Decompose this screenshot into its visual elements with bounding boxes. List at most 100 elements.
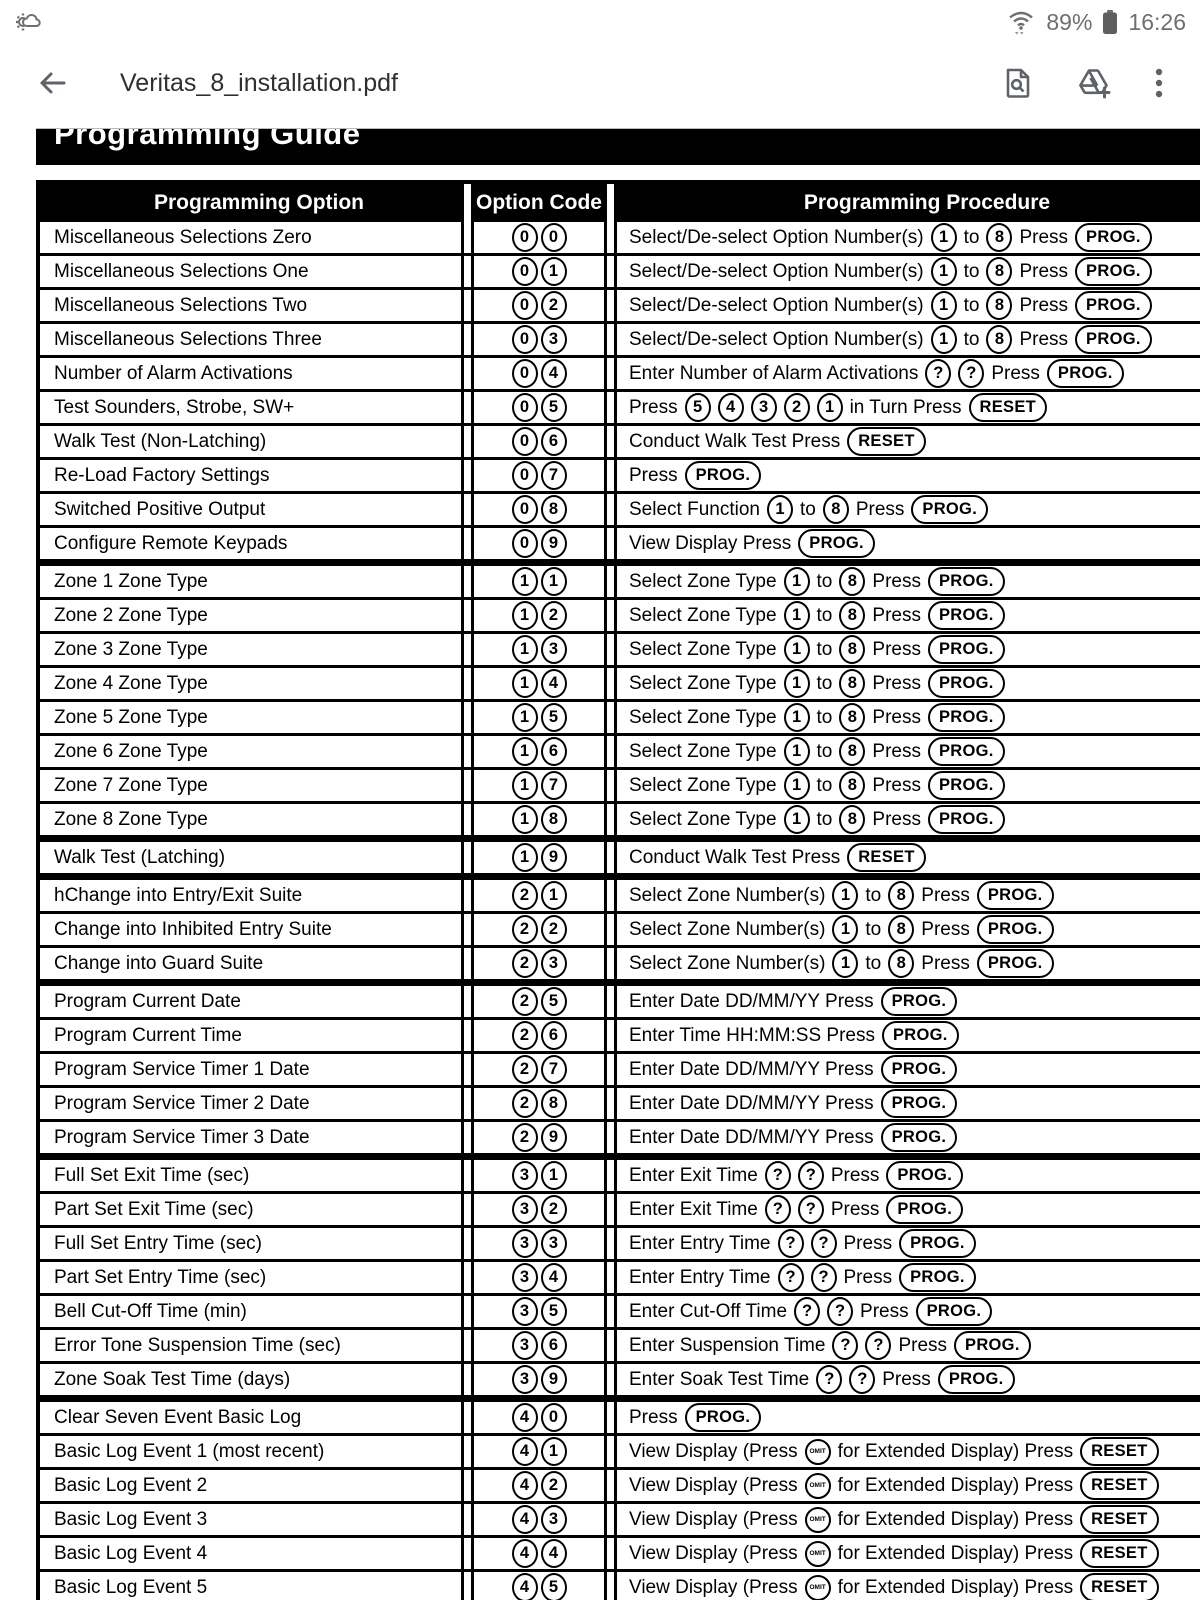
- keypad-key: 1: [783, 601, 810, 630]
- procedure: Enter Date DD/MM/YY Press PROG.: [614, 986, 1200, 1017]
- code-key: 4: [540, 669, 567, 698]
- procedure-text: Press: [629, 1406, 678, 1428]
- keypad-key: ?: [816, 1365, 843, 1394]
- overflow-menu-button[interactable]: [1146, 58, 1172, 108]
- procedure-text: View Display (Press: [629, 1440, 798, 1462]
- procedure-text: Select Zone Type: [629, 808, 777, 830]
- code-key: 1: [511, 669, 538, 698]
- code-key: 3: [511, 1195, 538, 1224]
- procedure-text: for Extended Display) Press: [837, 1542, 1074, 1564]
- prog-key: PROG.: [976, 949, 1054, 978]
- option-label: Program Service Timer 3 Date: [54, 1126, 310, 1148]
- procedure: Select Zone Type 1 to 8 Press PROG.: [614, 804, 1200, 835]
- procedure-text: Enter Cut-Off Time: [629, 1300, 788, 1322]
- procedure: View Display Press PROG.: [614, 528, 1200, 559]
- prog-key: PROG.: [886, 1195, 964, 1224]
- omit-key: OMIT: [804, 1540, 831, 1567]
- keypad-key: 1: [783, 737, 810, 766]
- status-bar: 89% 16:26: [0, 0, 1200, 44]
- procedure: Enter Exit Time?? Press PROG.: [614, 1194, 1200, 1225]
- procedure-text: Press: [872, 604, 921, 626]
- keypad-key: 1: [783, 567, 810, 596]
- add-to-drive-button[interactable]: [1068, 58, 1120, 108]
- procedure-text: Press: [872, 672, 921, 694]
- battery-percent: 89%: [1046, 8, 1093, 35]
- procedure: Select/De-select Option Number(s) 1 to 8 Pre…: [614, 290, 1200, 321]
- battery-icon: [1102, 9, 1118, 35]
- code-key: 0: [511, 427, 538, 456]
- keypad-key: 1: [930, 325, 957, 354]
- procedure-text: Select Zone Type: [629, 638, 777, 660]
- procedure-text: to: [865, 884, 882, 906]
- procedure: Enter Soak Test Time?? Press PROG.: [614, 1364, 1200, 1395]
- code-key: 3: [511, 1297, 538, 1326]
- code-key: 0: [511, 529, 538, 558]
- code-key: 2: [540, 291, 567, 320]
- procedure: Press PROG.: [614, 1402, 1200, 1433]
- procedure: Enter Exit Time?? Press PROG.: [614, 1160, 1200, 1191]
- procedure-text: Press: [1019, 328, 1069, 350]
- code-key: 5: [540, 1573, 567, 1600]
- code-key: 2: [540, 601, 567, 630]
- procedure-text: Enter Date DD/MM/YY Press: [629, 1092, 874, 1114]
- reset-key: RESET: [1080, 1539, 1159, 1568]
- find-in-document-button[interactable]: [994, 58, 1042, 108]
- code-key: 2: [511, 915, 538, 944]
- code-key: 2: [540, 915, 567, 944]
- procedure-text: Select/De-select Option Number(s): [629, 294, 924, 316]
- procedure-text: Enter Time HH:MM:SS Press: [629, 1024, 875, 1046]
- pdf-page-viewport[interactable]: Programming Guide Programming Option Opt…: [0, 122, 1200, 1600]
- code-key: 6: [540, 1021, 567, 1050]
- procedure-text: Select Zone Type: [629, 706, 777, 728]
- option-label: Program Current Time: [54, 1024, 242, 1046]
- code-key: 0: [511, 393, 538, 422]
- option-label: Configure Remote Keypads: [54, 532, 288, 554]
- prog-key: PROG.: [927, 601, 1005, 630]
- keypad-key: 8: [986, 325, 1013, 354]
- keypad-key: 1: [832, 915, 859, 944]
- prog-key: PROG.: [684, 1403, 762, 1432]
- procedure-text: Press: [629, 396, 678, 418]
- code-key: 5: [540, 1297, 567, 1326]
- code-key: 7: [540, 461, 567, 490]
- keypad-key: 8: [839, 771, 866, 800]
- procedure-text: Press: [898, 1334, 948, 1356]
- keypad-key: 1: [930, 223, 957, 252]
- procedure-text: Press: [860, 1300, 909, 1322]
- code-key: 2: [511, 1021, 538, 1050]
- procedure-text: Press: [830, 1164, 880, 1186]
- option-label: Part Set Entry Time (sec): [54, 1266, 267, 1288]
- code-key: 8: [540, 495, 567, 524]
- back-button[interactable]: [28, 58, 78, 108]
- procedure-text: to: [816, 570, 833, 592]
- procedure-text: for Extended Display) Press: [837, 1474, 1074, 1496]
- code-key: 5: [540, 393, 567, 422]
- option-label: Walk Test (Non-Latching): [54, 430, 267, 452]
- code-key: 2: [511, 987, 538, 1016]
- prog-key: PROG.: [882, 1021, 959, 1050]
- procedure-text: View Display (Press: [629, 1474, 798, 1496]
- code-key: 3: [511, 1331, 538, 1360]
- procedure-text: View Display (Press: [629, 1542, 798, 1564]
- procedure-text: to: [816, 672, 833, 694]
- procedure: Select Zone Type 1 to 8 Press PROG.: [614, 736, 1200, 767]
- code-key: 5: [540, 703, 567, 732]
- procedure-text: to: [816, 638, 833, 660]
- keypad-key: 1: [783, 703, 810, 732]
- prog-key: PROG.: [880, 987, 958, 1016]
- keypad-key: ?: [797, 1161, 824, 1190]
- prog-key: PROG.: [927, 635, 1005, 664]
- keypad-key: 5: [684, 393, 711, 422]
- keypad-key: 1: [766, 495, 793, 524]
